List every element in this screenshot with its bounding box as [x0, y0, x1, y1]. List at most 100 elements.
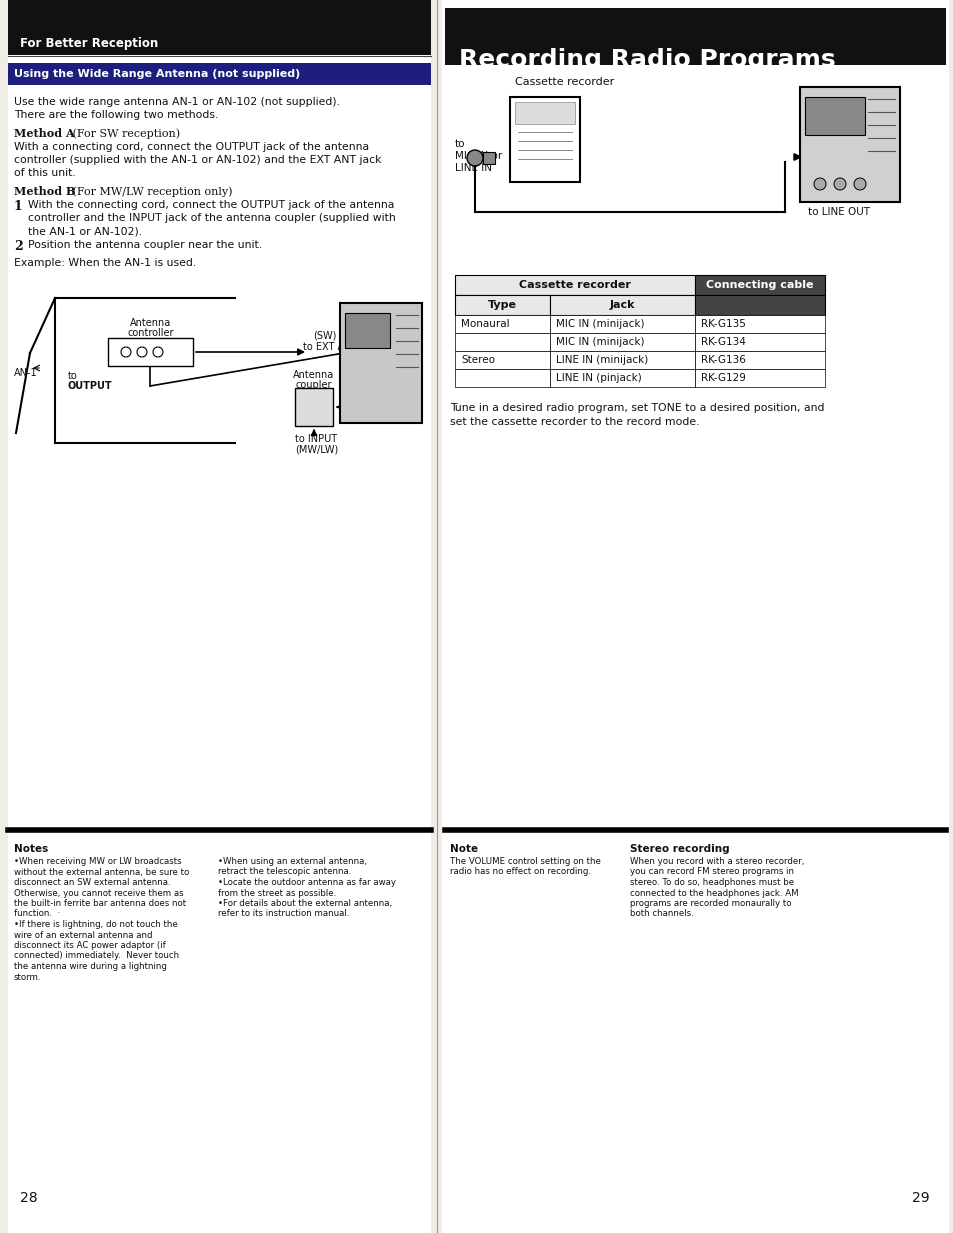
Text: MIC IN (minijack): MIC IN (minijack)	[556, 337, 644, 346]
Text: both channels.: both channels.	[629, 910, 693, 919]
Text: With the connecting cord, connect the OUTPUT jack of the antenna: With the connecting cord, connect the OU…	[28, 200, 394, 210]
Text: connected to the headphones jack. AM: connected to the headphones jack. AM	[629, 889, 798, 898]
FancyBboxPatch shape	[345, 313, 390, 348]
Text: RK-G136: RK-G136	[700, 355, 745, 365]
Text: stereo. To do so, headphones must be: stereo. To do so, headphones must be	[629, 878, 793, 887]
FancyBboxPatch shape	[455, 314, 550, 333]
FancyBboxPatch shape	[515, 102, 575, 125]
Text: (MW/LW): (MW/LW)	[294, 444, 338, 454]
Text: retract the telescopic antenna.: retract the telescopic antenna.	[218, 868, 351, 877]
Text: (For SW reception): (For SW reception)	[69, 128, 180, 138]
Text: The VOLUME control setting on the: The VOLUME control setting on the	[450, 857, 600, 866]
FancyBboxPatch shape	[482, 152, 495, 164]
Text: With a connecting cord, connect the OUTPUT jack of the antenna: With a connecting cord, connect the OUTP…	[14, 142, 369, 152]
Text: Method B: Method B	[14, 186, 75, 197]
Text: (SW): (SW)	[313, 330, 336, 340]
Text: the AN-1 or AN-102).: the AN-1 or AN-102).	[28, 226, 142, 236]
Text: controller: controller	[127, 328, 173, 338]
Text: LINE IN: LINE IN	[455, 163, 492, 173]
Text: radio has no effect on recording.: radio has no effect on recording.	[450, 868, 590, 877]
Text: •When using an external antenna,: •When using an external antenna,	[218, 857, 367, 866]
Text: MIC IN (minijack): MIC IN (minijack)	[556, 319, 644, 329]
FancyBboxPatch shape	[695, 275, 824, 295]
Text: •If there is lightning, do not touch the: •If there is lightning, do not touch the	[14, 920, 177, 928]
FancyBboxPatch shape	[108, 338, 193, 366]
Circle shape	[137, 346, 147, 358]
FancyBboxPatch shape	[800, 88, 899, 202]
Text: Cassette recorder: Cassette recorder	[515, 76, 614, 88]
Text: to: to	[68, 371, 77, 381]
Text: storm.: storm.	[14, 973, 42, 981]
Text: Stereo: Stereo	[460, 355, 495, 365]
Circle shape	[813, 178, 825, 190]
Text: Cassette recorder: Cassette recorder	[518, 280, 630, 290]
Text: (For MW/LW reception only): (For MW/LW reception only)	[69, 186, 233, 196]
Text: 2: 2	[14, 240, 23, 253]
Text: •For details about the external antenna,: •For details about the external antenna,	[218, 899, 392, 907]
Text: Antenna: Antenna	[130, 318, 171, 328]
FancyBboxPatch shape	[695, 351, 824, 369]
Text: MIC IN or: MIC IN or	[455, 150, 501, 162]
Text: OUTPUT: OUTPUT	[68, 381, 112, 391]
FancyBboxPatch shape	[455, 295, 550, 314]
Text: Use the wide range antenna AN-1 or AN-102 (not supplied).: Use the wide range antenna AN-1 or AN-10…	[14, 97, 339, 107]
Text: RK-G135: RK-G135	[700, 319, 745, 329]
Text: Jack: Jack	[609, 300, 635, 309]
Text: without the external antenna, be sure to: without the external antenna, be sure to	[14, 868, 189, 877]
FancyBboxPatch shape	[455, 369, 550, 387]
Text: Example: When the AN-1 is used.: Example: When the AN-1 is used.	[14, 258, 196, 268]
Text: disconnect an SW external antenna.: disconnect an SW external antenna.	[14, 878, 171, 887]
Text: refer to its instruction manual.: refer to its instruction manual.	[218, 910, 349, 919]
FancyBboxPatch shape	[8, 0, 431, 55]
Text: LINE IN (minijack): LINE IN (minijack)	[556, 355, 648, 365]
Circle shape	[853, 178, 865, 190]
FancyBboxPatch shape	[550, 369, 695, 387]
Text: coupler: coupler	[295, 380, 332, 390]
Text: 1: 1	[14, 200, 23, 213]
Text: the antenna wire during a lightning: the antenna wire during a lightning	[14, 962, 167, 972]
Text: Otherwise, you cannot receive them as: Otherwise, you cannot receive them as	[14, 889, 183, 898]
Text: 29: 29	[911, 1191, 929, 1205]
Text: Using the Wide Range Antenna (not supplied): Using the Wide Range Antenna (not suppli…	[14, 69, 300, 79]
Text: Monaural: Monaural	[460, 319, 509, 329]
Text: •Locate the outdoor antenna as far away: •Locate the outdoor antenna as far away	[218, 878, 395, 887]
Text: For Better Reception: For Better Reception	[20, 37, 158, 49]
Text: to: to	[455, 139, 465, 149]
Text: RK-G134: RK-G134	[700, 337, 745, 346]
Text: disconnect its AC power adaptor (if: disconnect its AC power adaptor (if	[14, 941, 166, 949]
Text: Connecting cable: Connecting cable	[705, 280, 813, 290]
Text: RK-G129: RK-G129	[700, 374, 745, 383]
Text: When you record with a stereo recorder,: When you record with a stereo recorder,	[629, 857, 803, 866]
Text: wire of an external antenna and: wire of an external antenna and	[14, 931, 152, 940]
FancyBboxPatch shape	[550, 295, 695, 314]
Circle shape	[152, 346, 163, 358]
Text: Note: Note	[450, 845, 477, 854]
Text: you can record FM stereo programs in: you can record FM stereo programs in	[629, 868, 793, 877]
Circle shape	[467, 150, 482, 166]
Text: 28: 28	[20, 1191, 37, 1205]
Text: controller (supplied with the AN-1 or AN-102) and the EXT ANT jack: controller (supplied with the AN-1 or AN…	[14, 155, 381, 165]
Text: from the street as possible.: from the street as possible.	[218, 889, 335, 898]
FancyBboxPatch shape	[695, 369, 824, 387]
Text: AN-1: AN-1	[138, 338, 162, 348]
FancyBboxPatch shape	[550, 351, 695, 369]
FancyBboxPatch shape	[294, 388, 333, 425]
Circle shape	[833, 178, 845, 190]
Text: function.  ·: function. ·	[14, 910, 60, 919]
Circle shape	[121, 346, 131, 358]
FancyBboxPatch shape	[695, 314, 824, 333]
FancyBboxPatch shape	[804, 97, 864, 134]
Text: programs are recorded monaurally to: programs are recorded monaurally to	[629, 899, 791, 907]
FancyBboxPatch shape	[455, 333, 550, 351]
Text: Tune in a desired radio program, set TONE to a desired position, and: Tune in a desired radio program, set TON…	[450, 403, 823, 413]
Text: Method A: Method A	[14, 128, 74, 139]
FancyBboxPatch shape	[339, 303, 421, 423]
Text: connected) immediately.  Never touch: connected) immediately. Never touch	[14, 952, 179, 961]
Text: •When receiving MW or LW broadcasts: •When receiving MW or LW broadcasts	[14, 857, 181, 866]
FancyBboxPatch shape	[510, 97, 579, 182]
FancyBboxPatch shape	[455, 351, 550, 369]
Text: set the cassette recorder to the record mode.: set the cassette recorder to the record …	[450, 417, 699, 427]
Text: Recording Radio Programs: Recording Radio Programs	[458, 48, 835, 72]
Text: Notes: Notes	[14, 845, 49, 854]
FancyBboxPatch shape	[550, 333, 695, 351]
